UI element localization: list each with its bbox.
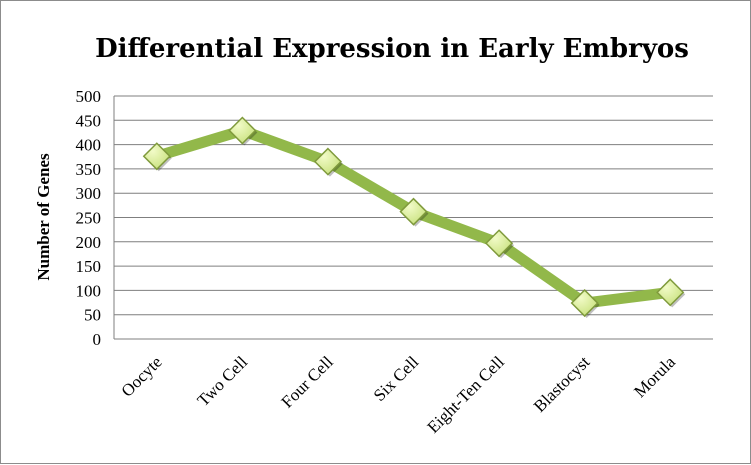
x-tick-label: Six Cell: [370, 352, 423, 405]
x-tick-label: Four Cell: [278, 352, 337, 411]
series-group: [142, 116, 686, 319]
y-tick-label: 50: [84, 306, 101, 325]
x-tick-label: Blastocyst: [530, 352, 594, 416]
y-tick-label: 150: [76, 257, 102, 276]
x-tick-labels: Oocyte Two Cell Four Cell Six Cell Eight-Ten…: [117, 352, 679, 437]
x-tick-label: Morula: [630, 352, 679, 401]
data-point-marker: [656, 278, 685, 307]
data-point-marker: [570, 288, 599, 318]
y-tick-label: 200: [76, 233, 102, 252]
x-tick-label: Eight-Ten Cell: [424, 352, 509, 437]
chart-title: Differential Expression in Early Embryos: [95, 34, 689, 64]
y-tick-label: 450: [76, 111, 102, 130]
data-point-marker: [313, 147, 342, 176]
data-point-marker: [485, 229, 514, 258]
data-point-marker: [399, 197, 428, 226]
y-tick-label: 350: [76, 160, 102, 179]
y-tick-label: 400: [76, 136, 102, 155]
y-tick-labels: 0 50 100 150 200 250 300 350 400 450 500: [76, 87, 102, 349]
y-tick-label: 250: [76, 209, 102, 228]
x-tick-label: Oocyte: [117, 352, 165, 400]
y-tick-label: 500: [76, 87, 102, 106]
y-axis-label: Number of Genes: [34, 153, 53, 281]
data-point-marker: [142, 142, 171, 171]
y-tick-label: 300: [76, 184, 102, 203]
data-point-marker: [228, 116, 257, 145]
y-tick-label: 0: [93, 330, 102, 349]
y-tick-label: 100: [76, 281, 102, 300]
x-tick-label: Two Cell: [194, 352, 252, 410]
